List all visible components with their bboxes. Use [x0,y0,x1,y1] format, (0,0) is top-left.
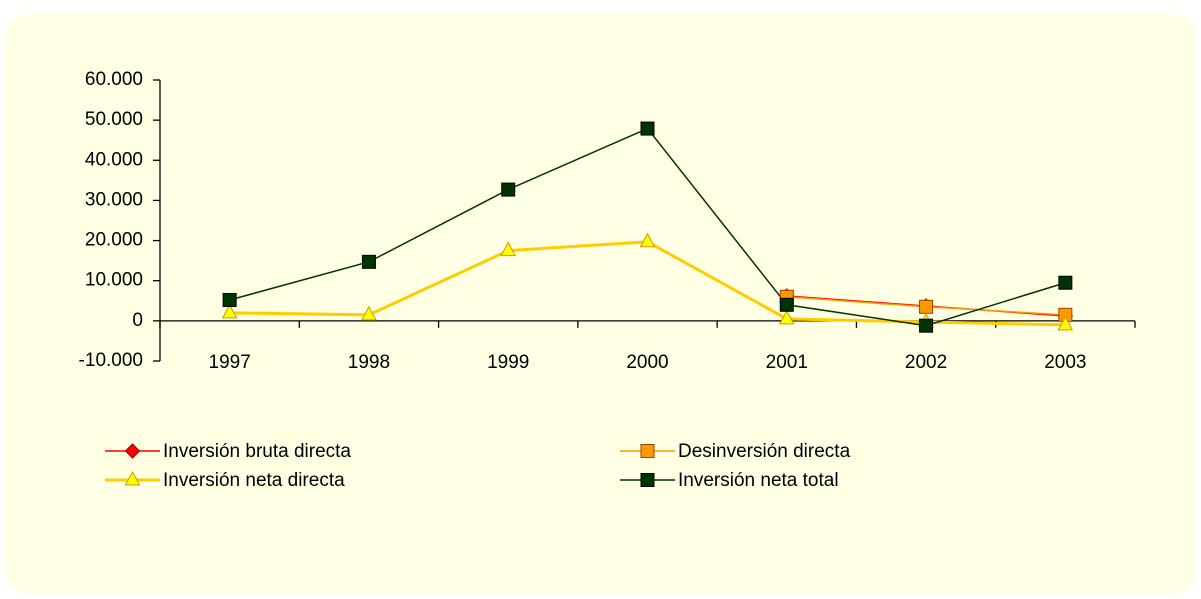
legend-marker [124,470,141,486]
marker [640,121,655,136]
x-tick-label: 2003 [1044,352,1086,373]
legend-marker [124,443,141,459]
marker [779,297,794,312]
chart-background [6,14,1196,593]
y-tick-label: -10.000 [79,350,143,371]
marker [361,254,376,269]
x-tick-label: 1999 [487,352,529,373]
y-tick-label: 30.000 [85,189,143,210]
legend-label: Inversión neta directa [163,470,345,491]
marker [1058,275,1073,290]
y-tick-label: 50.000 [85,109,143,130]
y-tick-label: 20.000 [85,230,143,251]
legend-marker [640,444,655,458]
marker [919,299,934,314]
marker [639,232,656,248]
y-tick-label: 60.000 [85,69,143,90]
marker [919,318,934,333]
x-tick-label: 1998 [348,352,390,373]
x-tick-label: 2001 [766,352,808,373]
marker [500,241,517,257]
marker [222,292,237,307]
legend-marker [640,473,655,487]
legend-label: Inversión bruta directa [163,441,351,462]
marker [221,303,238,319]
marker [1057,315,1074,331]
y-tick-label: 10.000 [85,270,143,291]
x-tick-label: 2002 [905,352,947,373]
marker [778,309,795,325]
x-tick-label: 1997 [209,352,251,373]
y-tick-label: 0 [132,310,143,331]
x-tick-label: 2000 [626,352,668,373]
legend-label: Desinversión directa [678,441,851,462]
y-tick-label: 40.000 [85,149,143,170]
legend-label: Inversión neta total [678,470,839,491]
marker [361,305,377,321]
marker [501,182,516,197]
